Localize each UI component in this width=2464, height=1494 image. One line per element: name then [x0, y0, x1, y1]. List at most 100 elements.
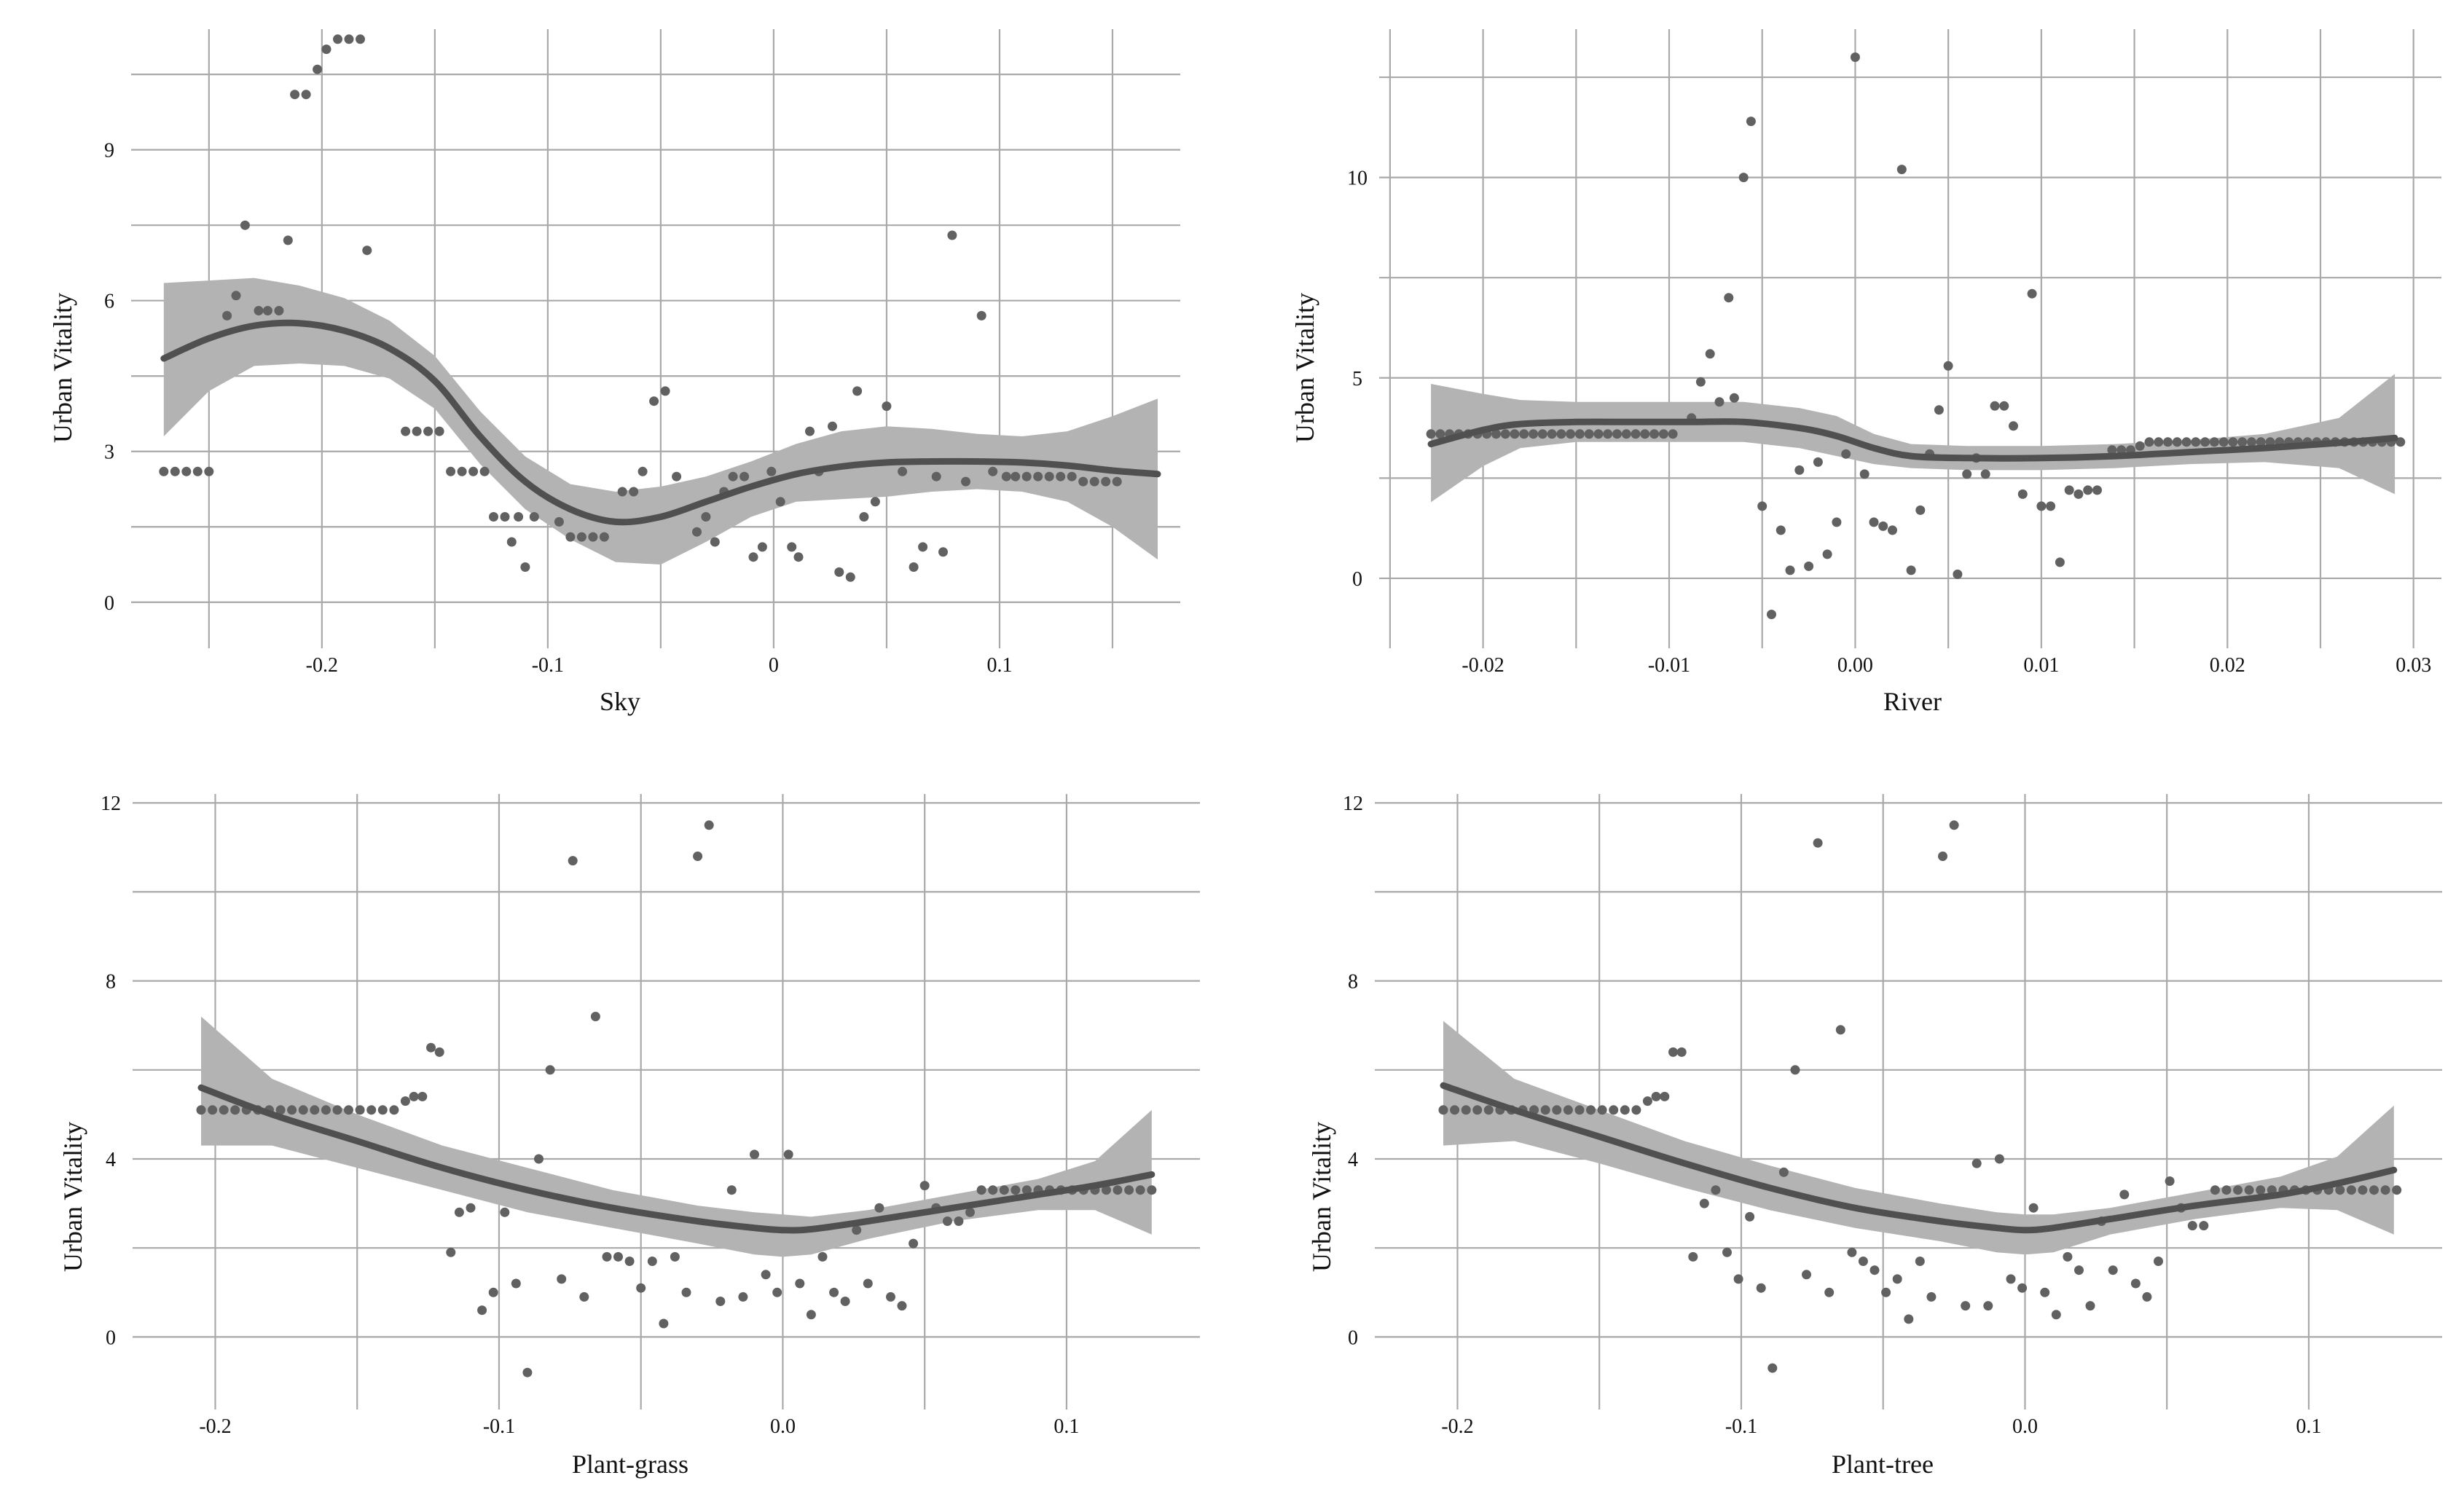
sky-data-point — [254, 306, 264, 315]
river-data-point — [1888, 525, 1897, 535]
sky-x-tick-label: 0 — [769, 654, 779, 677]
plant-grass-data-point — [500, 1207, 510, 1217]
sky-data-point — [909, 562, 919, 572]
plant-tree-data-point — [1699, 1198, 1709, 1208]
sky-data-point — [283, 235, 293, 245]
sky-data-point — [321, 44, 331, 55]
plant-tree-data-point — [2028, 1203, 2039, 1213]
river-data-point — [1943, 361, 1953, 371]
plant-grass-data-point — [400, 1096, 410, 1106]
plant-tree-chart: -0.2 -0.1 0.0 0.1 0 4 8 12 Plant-tree Urban Vit… — [1307, 793, 2442, 1479]
river-data-point — [2209, 437, 2219, 447]
plant-tree-data-point — [1450, 1105, 1460, 1115]
river-data-point — [2247, 437, 2256, 447]
river-data-point — [1813, 457, 1823, 467]
river-data-point — [1785, 565, 1795, 575]
sky-data-point — [554, 516, 564, 527]
plant-grass-data-point — [954, 1216, 964, 1226]
plant-tree-data-point — [2210, 1185, 2220, 1195]
sky-data-point — [701, 512, 711, 522]
sky-data-point — [599, 532, 609, 542]
plant-grass-data-point — [874, 1203, 884, 1213]
plant-grass-data-point — [1021, 1185, 1032, 1195]
plant-tree-data-point — [1563, 1105, 1573, 1115]
plant-grass-data-point — [377, 1105, 388, 1115]
plant-grass-data-point — [715, 1297, 726, 1306]
sky-data-point — [710, 537, 720, 547]
river-data-point — [2083, 485, 2093, 495]
plant-grass-x-tick-label: -0.1 — [483, 1415, 515, 1438]
plant-grass-data-point — [1135, 1185, 1145, 1195]
plant-grass-data-point — [817, 1251, 828, 1262]
plant-grass-data-point — [772, 1287, 782, 1297]
plant-tree-data-point — [1813, 838, 1823, 848]
river-data-point — [2163, 437, 2173, 447]
sky-data-point — [660, 386, 670, 396]
sky-data-point — [468, 466, 479, 476]
plant-tree-fit-line — [1440, 1082, 2398, 1234]
river-data-point — [2135, 441, 2145, 451]
plant-tree-data-point — [2380, 1185, 2390, 1195]
plant-grass-y-tick-label: 4 — [106, 1149, 116, 1171]
river-data-point — [1767, 610, 1776, 619]
plant-grass-data-point — [659, 1318, 669, 1329]
plant-grass-y-tick-label: 8 — [106, 971, 116, 994]
sky-data-point — [918, 542, 928, 552]
river-data-point — [1556, 429, 1566, 439]
river-data-point — [1668, 429, 1678, 439]
river-data-point — [2009, 421, 2018, 431]
plant-grass-data-point — [196, 1105, 206, 1115]
plant-grass-data-point — [897, 1301, 907, 1311]
river-data-point — [1878, 521, 1888, 531]
river-data-point — [2237, 437, 2248, 447]
sky-data-point — [617, 487, 627, 497]
sky-data-point — [766, 466, 777, 476]
plant-grass-data-point — [976, 1185, 986, 1195]
river-data-point — [1584, 429, 1594, 439]
river-data-point — [1804, 561, 1814, 571]
plant-tree-data-point — [2165, 1176, 2175, 1186]
plant-tree-data-point — [1609, 1105, 1619, 1115]
plant-tree-data-point — [2346, 1185, 2356, 1195]
plant-grass-x-tick-label: -0.2 — [199, 1415, 231, 1438]
plant-tree-data-point — [1483, 1105, 1494, 1115]
plant-tree-x-tick-label: 0.1 — [2296, 1415, 2321, 1438]
plant-grass-data-point — [1147, 1185, 1157, 1195]
sky-data-point — [739, 471, 750, 481]
river-data-point — [2154, 437, 2164, 447]
plant-grass-data-point — [965, 1207, 975, 1217]
sky-data-point — [192, 466, 203, 476]
plant-tree-data-point — [1869, 1265, 1880, 1275]
plant-tree-data-point — [1994, 1154, 2004, 1164]
sky-data-point — [159, 466, 169, 476]
plant-grass-data-point — [321, 1105, 331, 1115]
sky-data-point — [457, 466, 467, 476]
plant-grass-data-point — [829, 1287, 839, 1297]
plant-tree-y-tick-label: 8 — [1348, 971, 1358, 994]
plant-grass-data-point — [579, 1291, 589, 1302]
plant-tree-data-point — [1574, 1105, 1585, 1115]
sky-data-point — [757, 542, 767, 552]
plant-tree-x-axis-title: Plant-tree — [1832, 1450, 1934, 1479]
plant-grass-data-point — [795, 1278, 805, 1289]
plant-grass-y-axis-title: Urban Vitality — [58, 1122, 87, 1272]
plant-tree-data-point — [2233, 1185, 2243, 1195]
plant-grass-data-point — [919, 1181, 930, 1191]
plant-grass-data-point — [624, 1257, 635, 1266]
river-data-point — [2055, 557, 2065, 567]
plant-grass-data-point — [1011, 1185, 1021, 1195]
plant-grass-y-tick-label: 0 — [106, 1326, 116, 1349]
plant-tree-data-point — [1847, 1247, 1857, 1257]
sky-data-point — [988, 466, 998, 476]
sky-data-point — [1011, 471, 1021, 481]
plant-grass-chart: -0.2 -0.1 0.0 0.1 0 4 8 12 Plant-grass Urban Vi… — [58, 793, 1200, 1479]
sky-data-point — [423, 426, 433, 436]
sky-y-tick-label: 6 — [104, 291, 114, 313]
plant-tree-data-point — [1824, 1287, 1835, 1297]
plant-grass-data-point — [852, 1225, 862, 1235]
sky-data-point — [588, 532, 598, 542]
plant-grass-data-point — [522, 1367, 533, 1377]
plant-tree-data-point — [1971, 1158, 1982, 1168]
sky-data-point — [301, 90, 311, 100]
sky-fit-line — [160, 319, 1161, 526]
